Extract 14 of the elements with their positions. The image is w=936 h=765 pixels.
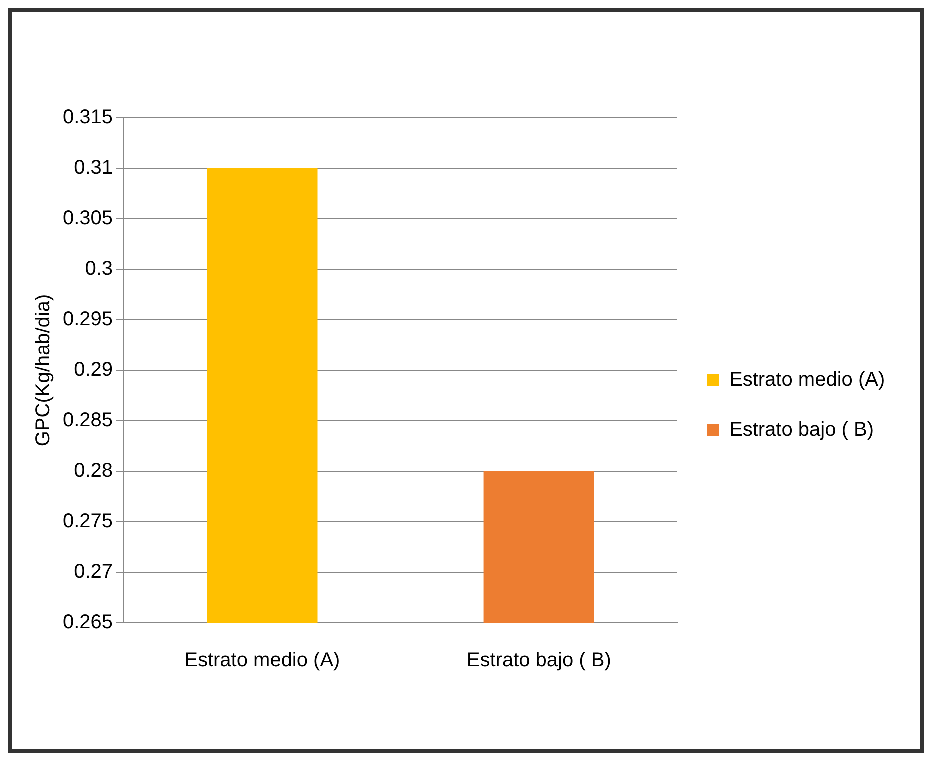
y-tick-label: 0.3 <box>85 258 114 280</box>
y-tick-label: 0.285 <box>62 410 114 432</box>
y-tick-label: 0.275 <box>62 510 114 533</box>
y-tick-label: 0.315 <box>62 106 114 129</box>
legend-label: Estrato medio (A) <box>730 369 886 392</box>
y-tick-label: 0.305 <box>62 208 114 230</box>
y-axis-title: GPC(Kg/hab/dia) <box>32 294 55 447</box>
legend-label: Estrato bajo ( B) <box>730 419 874 442</box>
y-tick-label: 0.27 <box>74 561 114 584</box>
y-tick-label: 0.295 <box>62 308 114 331</box>
y-tick-label: 0.265 <box>62 612 114 634</box>
y-tick-label: 0.28 <box>74 460 114 482</box>
y-tick-label: 0.29 <box>74 359 114 382</box>
y-tick-label: 0.31 <box>74 157 114 180</box>
